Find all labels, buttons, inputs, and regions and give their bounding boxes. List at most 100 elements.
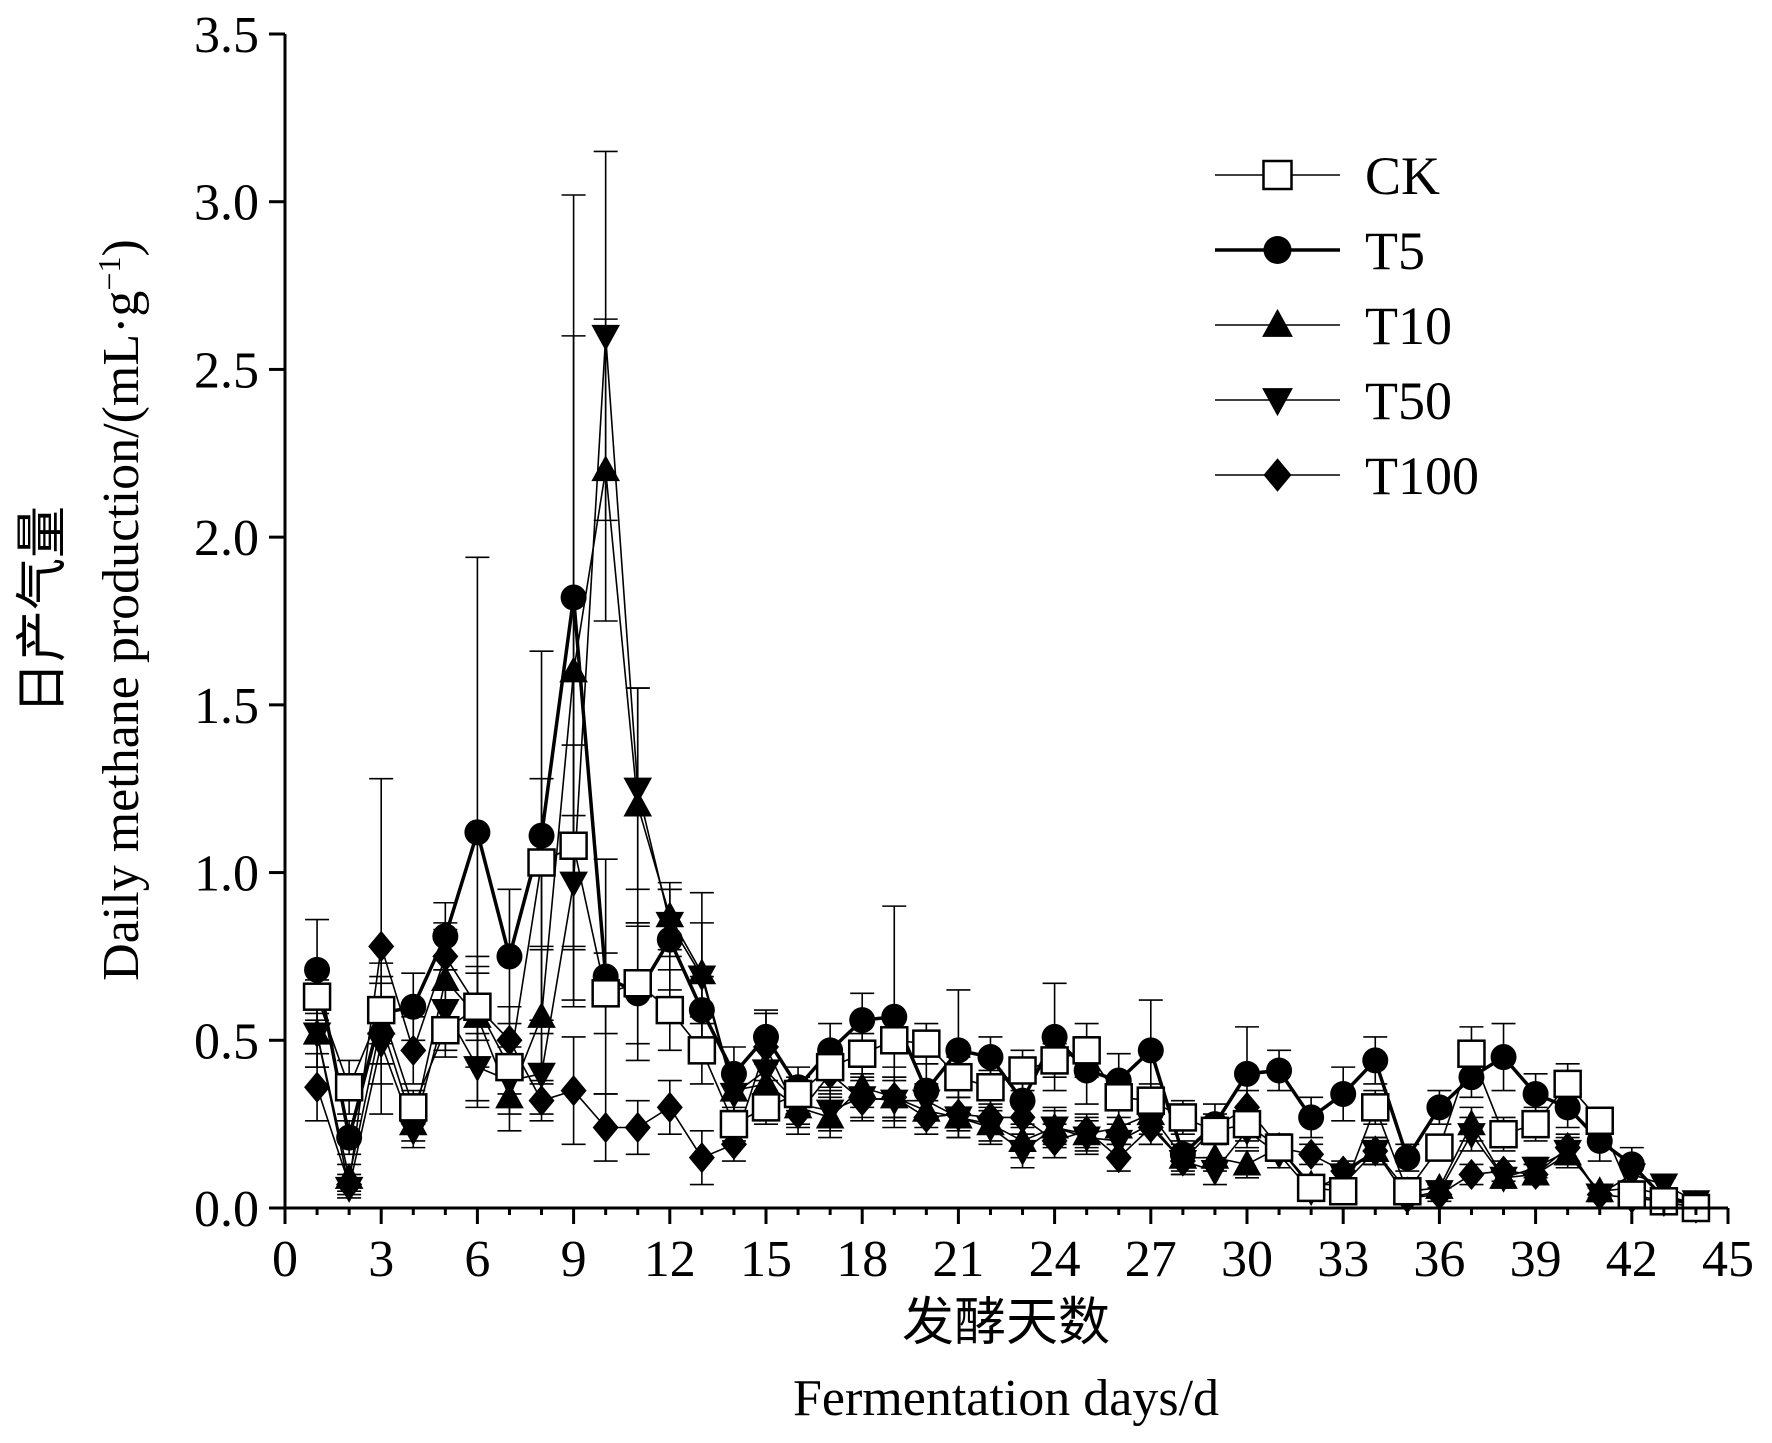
x-tick-label: 15 <box>740 1231 792 1288</box>
point-ck <box>1264 1133 1294 1162</box>
x-ticks: 0 3 6 9 12 15 18 21 24 27 30 33 36 39 42 45 <box>272 1208 1754 1288</box>
y-tick-label: 1.0 <box>194 846 259 903</box>
point-ck <box>1393 1176 1422 1206</box>
point-t5 <box>336 1124 363 1151</box>
point-t5 <box>1394 1144 1421 1171</box>
point-ck <box>1040 1046 1069 1075</box>
point-ck <box>1457 1039 1486 1068</box>
point-t10 <box>815 1102 845 1129</box>
point-t5 <box>560 584 587 611</box>
point-t100 <box>400 1034 427 1066</box>
point-t50 <box>366 1032 396 1059</box>
point-t10 <box>1072 1119 1101 1146</box>
point-ck <box>495 1052 524 1082</box>
y-tick-label: 3.0 <box>194 175 259 232</box>
point-t5 <box>1234 1060 1260 1087</box>
axes <box>283 34 1728 1210</box>
series-markers <box>302 324 1711 1224</box>
legend-marker-ck <box>1262 159 1293 191</box>
point-t10 <box>1553 1139 1582 1166</box>
point-ck <box>1521 1109 1550 1139</box>
point-t5 <box>304 956 331 983</box>
point-t5 <box>720 1060 747 1087</box>
point-t5 <box>881 1003 908 1030</box>
point-t5 <box>1522 1080 1549 1107</box>
point-ck <box>1232 1109 1262 1139</box>
point-t100 <box>560 1075 587 1107</box>
point-t10 <box>1425 1172 1454 1199</box>
point-ck <box>431 1015 460 1045</box>
x-tick-label: 6 <box>464 1231 490 1288</box>
point-t10 <box>1200 1142 1230 1169</box>
point-t5 <box>1137 1037 1164 1064</box>
point-t10 <box>1104 1112 1134 1139</box>
point-ck <box>751 1093 781 1122</box>
y-tick-label: 2.5 <box>194 342 259 399</box>
legend-marker-t50 <box>1262 388 1293 417</box>
point-t10 <box>1008 1125 1037 1152</box>
point-ck <box>1425 1133 1454 1162</box>
point-t5 <box>977 1044 1004 1071</box>
point-t100 <box>720 1128 747 1160</box>
point-t10 <box>591 455 620 482</box>
point-ck <box>1136 1086 1166 1115</box>
x-tick-label: 30 <box>1221 1231 1273 1288</box>
point-ck <box>687 1036 717 1065</box>
point-ck <box>1328 1176 1358 1206</box>
point-t5 <box>849 1007 876 1034</box>
point-ck <box>1168 1103 1198 1132</box>
y-tick-label: 3.5 <box>194 7 259 64</box>
point-t100 <box>656 1091 683 1123</box>
series-lines <box>315 335 1697 1209</box>
point-t10 <box>1585 1176 1615 1203</box>
point-t10 <box>976 1109 1005 1136</box>
point-t5 <box>1618 1151 1645 1178</box>
legend-label-ck: CK <box>1365 146 1440 206</box>
point-t5 <box>496 943 523 970</box>
point-t5 <box>1266 1057 1293 1084</box>
point-t5 <box>913 1077 940 1104</box>
point-t10 <box>1040 1112 1069 1139</box>
point-ck <box>559 831 588 860</box>
point-t100 <box>624 1111 651 1144</box>
x-tick-label: 39 <box>1510 1231 1562 1288</box>
point-t100 <box>688 1142 715 1174</box>
point-t5 <box>1298 1104 1325 1131</box>
point-t10 <box>527 1001 556 1028</box>
point-t50 <box>431 999 460 1026</box>
point-ck <box>302 982 332 1011</box>
point-t100 <box>1458 1158 1485 1191</box>
point-t5 <box>1490 1044 1517 1071</box>
series-line-t10 <box>316 469 1697 1206</box>
point-t5 <box>1426 1094 1453 1121</box>
point-t5 <box>753 1023 779 1050</box>
x-tick-label: 33 <box>1317 1231 1369 1288</box>
x-axis-title-en: Fermentation days/d <box>793 1370 1219 1427</box>
point-t10 <box>1489 1162 1518 1189</box>
point-ck <box>1617 1180 1647 1209</box>
point-ck <box>1489 1119 1518 1149</box>
series-line-t5 <box>315 597 1697 1207</box>
point-ck <box>1008 1056 1037 1085</box>
point-t10 <box>879 1082 909 1109</box>
point-ck <box>944 1062 973 1092</box>
y-tick-label: 2.0 <box>194 510 259 567</box>
legend-marker-t100 <box>1263 458 1292 492</box>
y-tick-label: 1.5 <box>194 678 259 735</box>
point-t100 <box>592 1111 619 1144</box>
point-t100 <box>432 940 459 973</box>
x-tick-label: 18 <box>836 1231 888 1288</box>
x-tick-label: 21 <box>932 1231 984 1288</box>
x-tick-label: 0 <box>272 1231 298 1288</box>
point-t5 <box>1330 1080 1357 1107</box>
point-t10 <box>1457 1109 1486 1136</box>
x-tick-label: 3 <box>368 1231 394 1288</box>
point-t5 <box>945 1037 972 1064</box>
point-t10 <box>334 1162 364 1189</box>
legend-label-t100: T100 <box>1365 446 1479 506</box>
point-ck <box>334 1072 364 1102</box>
point-t5 <box>1458 1064 1485 1091</box>
point-t100 <box>496 1024 523 1056</box>
x-tick-label: 9 <box>561 1231 587 1288</box>
